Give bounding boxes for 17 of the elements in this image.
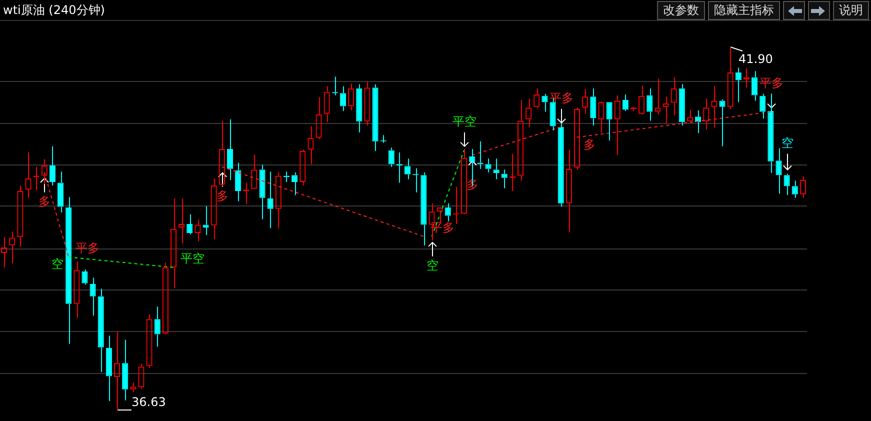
text: 空 — [782, 136, 794, 150]
data-label: 多 — [216, 188, 228, 203]
text: 说明 — [833, 1, 869, 20]
data-label: 平多 — [76, 241, 100, 256]
chart-title: wti原油 (240分钟) — [3, 2, 105, 19]
data-label: 平空 — [452, 114, 476, 128]
text: 36.63 — [132, 395, 166, 410]
data-label: 多 — [584, 137, 596, 152]
data-label: 空 — [52, 257, 64, 272]
data-label: 平多 — [550, 91, 574, 106]
data-label: 空 — [426, 258, 438, 273]
data-label: 平空 — [180, 252, 204, 266]
text: 隐藏主指标 — [708, 1, 780, 20]
data-label: 多 — [38, 194, 50, 208]
text: 41.90 — [738, 52, 773, 66]
text: 改参数 — [657, 1, 705, 20]
data-label: 平多 — [760, 76, 784, 90]
